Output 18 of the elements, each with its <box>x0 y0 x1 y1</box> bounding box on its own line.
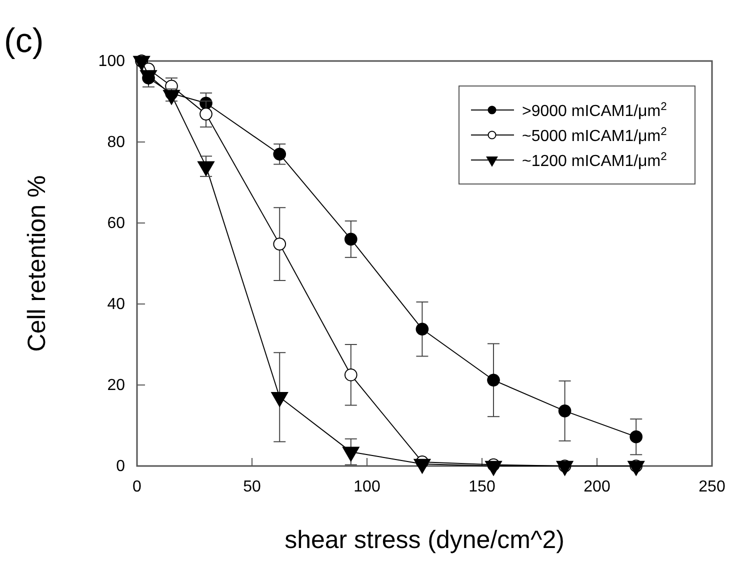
legend-label: ~1200 mICAM1/μm$^{2}$ <box>522 151 667 170</box>
legend-label: >9000 mICAM1/μm$^{2}$ <box>522 101 667 120</box>
x-tick-label: 150 <box>468 478 496 496</box>
chart-title: (c) <box>4 22 44 60</box>
y-tick-label: 100 <box>98 53 126 70</box>
y-tick-label: 80 <box>107 134 126 152</box>
x-tick-label: 250 <box>698 478 726 496</box>
y-tick-label: 60 <box>107 215 126 232</box>
y-tick-label: 0 <box>116 458 126 476</box>
y-tick-label: 40 <box>107 296 126 314</box>
y-tick-label: 20 <box>107 377 126 394</box>
x-tick-label: 50 <box>243 478 261 496</box>
y-axis-title: Cell retention % <box>23 175 51 352</box>
legend-label: ~5000 mICAM1/μm$^{2}$ <box>522 126 667 145</box>
x-tick-label: 0 <box>132 478 142 496</box>
x-tick-label: 100 <box>354 478 380 496</box>
x-tick-label: 200 <box>584 478 610 496</box>
x-axis-title: shear stress (dyne/cm^2) <box>284 526 564 554</box>
